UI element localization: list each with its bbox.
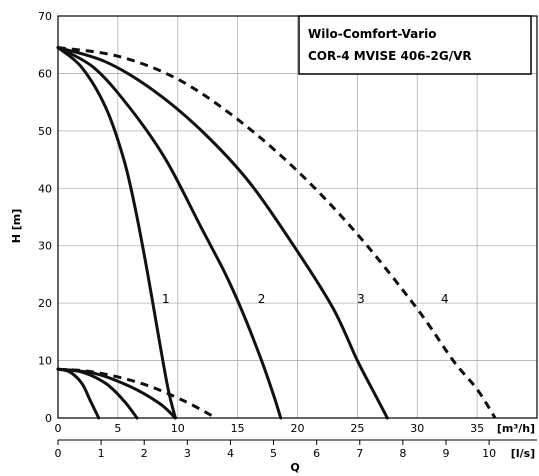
title-line-2: COR-4 MVISE 406-2G/VR — [308, 49, 472, 63]
x-tick-label: 5 — [114, 422, 121, 435]
x-tick-label: 35 — [470, 422, 484, 435]
x-tick-label: 20 — [291, 422, 305, 435]
secondary-x-tick-label: 10 — [482, 447, 496, 460]
curve-number-label: 1 — [162, 292, 170, 306]
curve-number-label: 4 — [441, 292, 449, 306]
y-tick-label: 70 — [38, 10, 52, 23]
curve-2 — [56, 46, 283, 420]
title-box: Wilo-Comfort-Vario COR-4 MVISE 406-2G/VR — [298, 15, 532, 75]
secondary-x-tick-label: 9 — [442, 447, 449, 460]
x-tick-label: 30 — [410, 422, 424, 435]
x-unit-secondary: [l/s] — [511, 447, 535, 460]
x-tick-label: 15 — [231, 422, 245, 435]
secondary-x-tick-label: 5 — [270, 447, 277, 460]
secondary-x-tick-label: 8 — [399, 447, 406, 460]
x-axis-label: Q — [290, 461, 299, 474]
title-line-1: Wilo-Comfort-Vario — [308, 27, 436, 41]
plot-frame — [57, 15, 538, 419]
curve-labels: 1 2 3 4 — [162, 292, 449, 306]
y-tick-label: 50 — [38, 125, 52, 138]
secondary-x-tick-label: 7 — [356, 447, 363, 460]
curve-1 — [56, 46, 177, 420]
y-axis-label: H [m] — [10, 209, 23, 244]
secondary-x-tick-label: 4 — [227, 447, 234, 460]
x-unit-primary: [m³/h] — [497, 422, 535, 435]
curve-low-5 — [56, 367, 139, 420]
x-tick-label: 10 — [171, 422, 185, 435]
x-tick-label: 0 — [55, 422, 62, 435]
curve-3 — [56, 46, 389, 420]
curve-number-label: 3 — [357, 292, 365, 306]
y-tick-label: 0 — [45, 412, 52, 425]
y-tick-label: 10 — [38, 355, 52, 368]
x-tick-label: 25 — [350, 422, 364, 435]
secondary-x-tick-label: 1 — [98, 447, 105, 460]
secondary-x-tick-label: 0 — [55, 447, 62, 460]
secondary-x-tick-label: 3 — [184, 447, 191, 460]
y-tick-label: 30 — [38, 240, 52, 253]
secondary-x-tick-label: 6 — [313, 447, 320, 460]
curve-low-6 — [56, 367, 177, 420]
pump-curves — [56, 46, 497, 420]
curve-4 — [57, 46, 497, 419]
tick-labels: 0 10 20 30 40 50 60 70 0 5 10 15 20 25 30 35 0 1 2 3 4 5 6 7 8 9 1… — [38, 10, 537, 460]
y-tick-label: 60 — [38, 67, 52, 80]
secondary-x-tick-label: 2 — [141, 447, 148, 460]
grid-lines — [57, 15, 537, 419]
curve-low-7 — [57, 367, 217, 420]
y-tick-label: 20 — [38, 297, 52, 310]
curve-number-label: 2 — [258, 292, 266, 306]
y-tick-label: 40 — [38, 182, 52, 195]
